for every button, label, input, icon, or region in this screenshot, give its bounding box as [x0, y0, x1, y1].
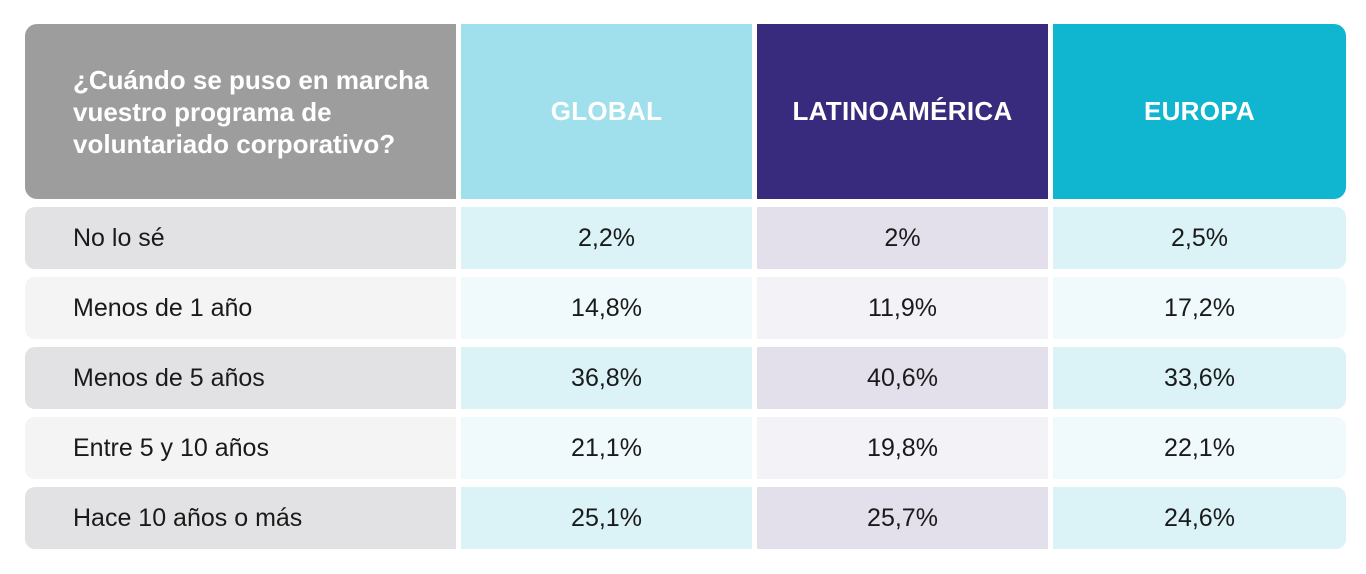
value-label: 36,8% [571, 363, 642, 392]
column-header-europa: EUROPA [1053, 24, 1346, 199]
row-label-cell: Menos de 5 años [25, 347, 456, 409]
value-label: 25,7% [867, 503, 938, 532]
row-label: No lo sé [73, 223, 165, 252]
table-row: Hace 10 años o más 25,1% 25,7% 24,6% [25, 487, 1346, 549]
table-header-row: ¿Cuándo se puso en marcha vuestro progra… [25, 24, 1346, 199]
value-cell-europa: 33,6% [1053, 347, 1346, 409]
value-label: 2,2% [578, 223, 635, 252]
column-header-label: GLOBAL [550, 96, 663, 126]
value-cell-latinoamerica: 19,8% [757, 417, 1048, 479]
value-cell-latinoamerica: 25,7% [757, 487, 1048, 549]
column-header-latinoamerica: LATINOAMÉRICA [757, 24, 1048, 199]
value-cell-global: 21,1% [461, 417, 752, 479]
row-label: Menos de 5 años [73, 363, 265, 392]
value-cell-global: 25,1% [461, 487, 752, 549]
row-label-cell: Entre 5 y 10 años [25, 417, 456, 479]
value-label: 14,8% [571, 293, 642, 322]
value-cell-latinoamerica: 11,9% [757, 277, 1048, 339]
column-header-global: GLOBAL [461, 24, 752, 199]
value-cell-global: 2,2% [461, 207, 752, 269]
value-cell-latinoamerica: 40,6% [757, 347, 1048, 409]
value-label: 17,2% [1164, 293, 1235, 322]
value-label: 2,5% [1171, 223, 1228, 252]
table-row: Entre 5 y 10 años 21,1% 19,8% 22,1% [25, 417, 1346, 479]
value-label: 24,6% [1164, 503, 1235, 532]
row-label: Hace 10 años o más [73, 503, 303, 532]
value-cell-global: 14,8% [461, 277, 752, 339]
value-cell-latinoamerica: 2% [757, 207, 1048, 269]
value-cell-europa: 2,5% [1053, 207, 1346, 269]
value-label: 33,6% [1164, 363, 1235, 392]
column-header-label: EUROPA [1143, 96, 1256, 126]
row-label: Entre 5 y 10 años [73, 433, 269, 462]
value-label: 2% [884, 223, 921, 252]
table-row: Menos de 5 años 36,8% 40,6% 33,6% [25, 347, 1346, 409]
value-label: 25,1% [571, 503, 642, 532]
value-label: 19,8% [867, 433, 938, 462]
table-row: No lo sé 2,2% 2% 2,5% [25, 207, 1346, 269]
row-label-cell: Hace 10 años o más [25, 487, 456, 549]
column-header-label: LATINOAMÉRICA [792, 96, 1013, 126]
value-label: 21,1% [571, 433, 642, 462]
value-cell-europa: 22,1% [1053, 417, 1346, 479]
value-label: 40,6% [867, 363, 938, 392]
question-header-cell: ¿Cuándo se puso en marcha vuestro progra… [25, 24, 456, 199]
results-table: ¿Cuándo se puso en marcha vuestro progra… [25, 24, 1346, 557]
row-label-cell: Menos de 1 año [25, 277, 456, 339]
value-cell-europa: 24,6% [1053, 487, 1346, 549]
value-label: 22,1% [1164, 433, 1235, 462]
value-label: 11,9% [867, 293, 938, 322]
value-cell-global: 36,8% [461, 347, 752, 409]
row-label-cell: No lo sé [25, 207, 456, 269]
value-cell-europa: 17,2% [1053, 277, 1346, 339]
row-label: Menos de 1 año [73, 293, 253, 322]
table-row: Menos de 1 año 14,8% 11,9% 17,2% [25, 277, 1346, 339]
question-title: ¿Cuándo se puso en marcha vuestro progra… [73, 64, 429, 159]
